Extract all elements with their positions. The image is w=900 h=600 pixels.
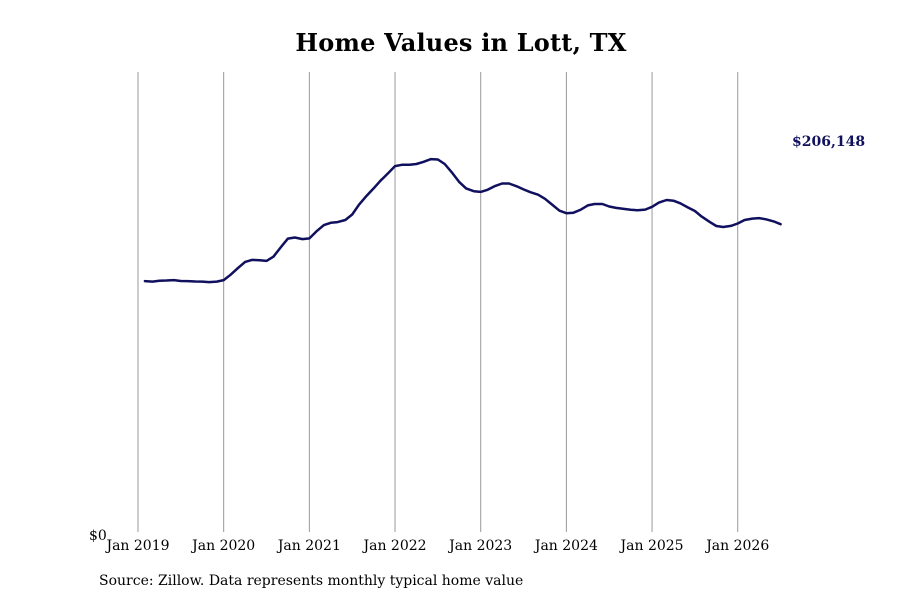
x-tick-label: Jan 2021 [276, 538, 341, 554]
latest-value-label: $206,148 [792, 134, 865, 150]
x-tick-label: Jan 2024 [533, 538, 598, 554]
x-tick-label: Jan 2026 [704, 538, 769, 554]
y-axis-zero-label: $0 [89, 528, 107, 544]
chart-title: Home Values in Lott, TX [295, 28, 627, 57]
x-tick-label: Jan 2019 [104, 538, 169, 554]
x-axis-tick-labels: Jan 2019 Jan 2020 Jan 2021 Jan 2022 Jan 2023… [104, 538, 769, 554]
home-value-line [143, 157, 782, 284]
x-tick-label: Jan 2020 [190, 538, 255, 554]
x-tick-label: Jan 2025 [619, 538, 684, 554]
chart-source-note: Source: Zillow. Data represents monthly … [99, 573, 524, 589]
x-tick-label: Jan 2023 [447, 538, 512, 554]
x-tick-label: Jan 2022 [361, 538, 426, 554]
vertical-gridlines [137, 72, 739, 532]
